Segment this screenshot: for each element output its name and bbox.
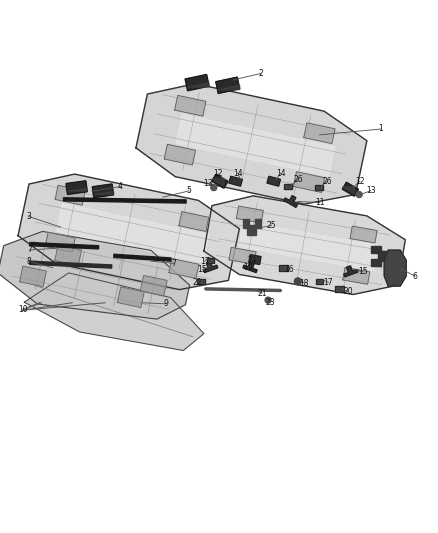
Polygon shape	[384, 250, 406, 286]
Polygon shape	[136, 84, 367, 204]
Polygon shape	[140, 276, 167, 296]
Polygon shape	[237, 206, 263, 223]
Text: 1: 1	[379, 125, 383, 133]
Text: 21: 21	[257, 289, 267, 297]
Polygon shape	[45, 232, 75, 252]
Text: 10: 10	[18, 305, 28, 313]
Polygon shape	[207, 257, 214, 263]
Polygon shape	[284, 184, 292, 189]
Polygon shape	[343, 187, 354, 194]
Polygon shape	[211, 184, 217, 191]
Polygon shape	[114, 254, 171, 261]
Polygon shape	[239, 222, 378, 270]
Text: 23: 23	[266, 298, 276, 307]
Text: 20: 20	[343, 287, 353, 296]
Polygon shape	[57, 204, 209, 263]
Text: 8: 8	[27, 257, 32, 266]
Text: 5: 5	[187, 187, 192, 195]
Polygon shape	[66, 181, 87, 195]
Polygon shape	[343, 268, 370, 284]
Polygon shape	[176, 114, 335, 176]
Polygon shape	[55, 245, 81, 265]
Text: 14: 14	[276, 169, 286, 177]
Polygon shape	[20, 266, 46, 287]
Polygon shape	[265, 297, 271, 303]
Polygon shape	[204, 262, 218, 272]
Polygon shape	[94, 191, 113, 195]
Polygon shape	[356, 191, 362, 198]
Polygon shape	[344, 266, 358, 277]
Text: 19: 19	[244, 263, 253, 272]
Polygon shape	[212, 179, 224, 186]
Polygon shape	[249, 255, 261, 264]
Polygon shape	[284, 196, 297, 207]
Text: 16: 16	[284, 265, 294, 273]
Polygon shape	[229, 247, 256, 264]
Polygon shape	[164, 144, 195, 165]
Polygon shape	[267, 176, 280, 186]
Polygon shape	[204, 196, 405, 295]
Polygon shape	[179, 212, 209, 231]
Text: 7: 7	[171, 259, 177, 268]
Polygon shape	[243, 219, 261, 236]
Polygon shape	[175, 95, 206, 116]
Polygon shape	[169, 259, 199, 278]
Text: 9: 9	[163, 300, 168, 308]
Text: 13: 13	[366, 187, 375, 195]
Polygon shape	[18, 174, 240, 289]
Polygon shape	[64, 198, 186, 203]
Polygon shape	[0, 231, 190, 319]
Polygon shape	[335, 286, 344, 292]
Text: 26: 26	[293, 175, 303, 184]
Polygon shape	[187, 83, 209, 87]
Text: 15: 15	[198, 265, 207, 274]
Polygon shape	[371, 246, 389, 266]
Text: 22: 22	[192, 278, 202, 287]
Text: 25: 25	[267, 221, 276, 230]
Text: 13: 13	[204, 179, 213, 188]
Polygon shape	[92, 184, 113, 198]
Text: 26: 26	[323, 177, 332, 185]
Text: 14: 14	[233, 169, 243, 177]
Text: 4: 4	[118, 182, 123, 191]
Polygon shape	[218, 85, 240, 90]
Text: 17: 17	[200, 257, 209, 265]
Text: 17: 17	[324, 278, 333, 287]
Polygon shape	[315, 185, 323, 190]
Text: 6: 6	[413, 272, 418, 280]
Polygon shape	[304, 123, 335, 143]
Polygon shape	[185, 75, 209, 91]
Polygon shape	[30, 243, 99, 249]
Text: 18: 18	[300, 279, 309, 287]
Polygon shape	[55, 185, 85, 205]
Text: 12: 12	[213, 169, 223, 178]
Text: 3: 3	[26, 212, 31, 221]
Polygon shape	[216, 77, 240, 93]
Polygon shape	[212, 174, 228, 188]
Polygon shape	[316, 279, 323, 284]
Polygon shape	[30, 261, 112, 268]
Polygon shape	[24, 273, 204, 351]
Text: 15: 15	[358, 268, 367, 276]
Text: 7: 7	[27, 246, 32, 254]
Text: 24: 24	[247, 256, 257, 264]
Polygon shape	[279, 264, 288, 271]
Polygon shape	[117, 287, 144, 308]
Polygon shape	[67, 188, 87, 191]
Text: 12: 12	[355, 177, 365, 185]
Polygon shape	[343, 182, 358, 196]
Text: 2: 2	[258, 69, 263, 78]
Polygon shape	[294, 278, 301, 285]
Text: 11: 11	[315, 198, 325, 207]
Polygon shape	[197, 279, 205, 284]
Polygon shape	[293, 172, 325, 192]
Polygon shape	[350, 226, 377, 243]
Polygon shape	[243, 262, 257, 272]
Polygon shape	[229, 176, 242, 186]
